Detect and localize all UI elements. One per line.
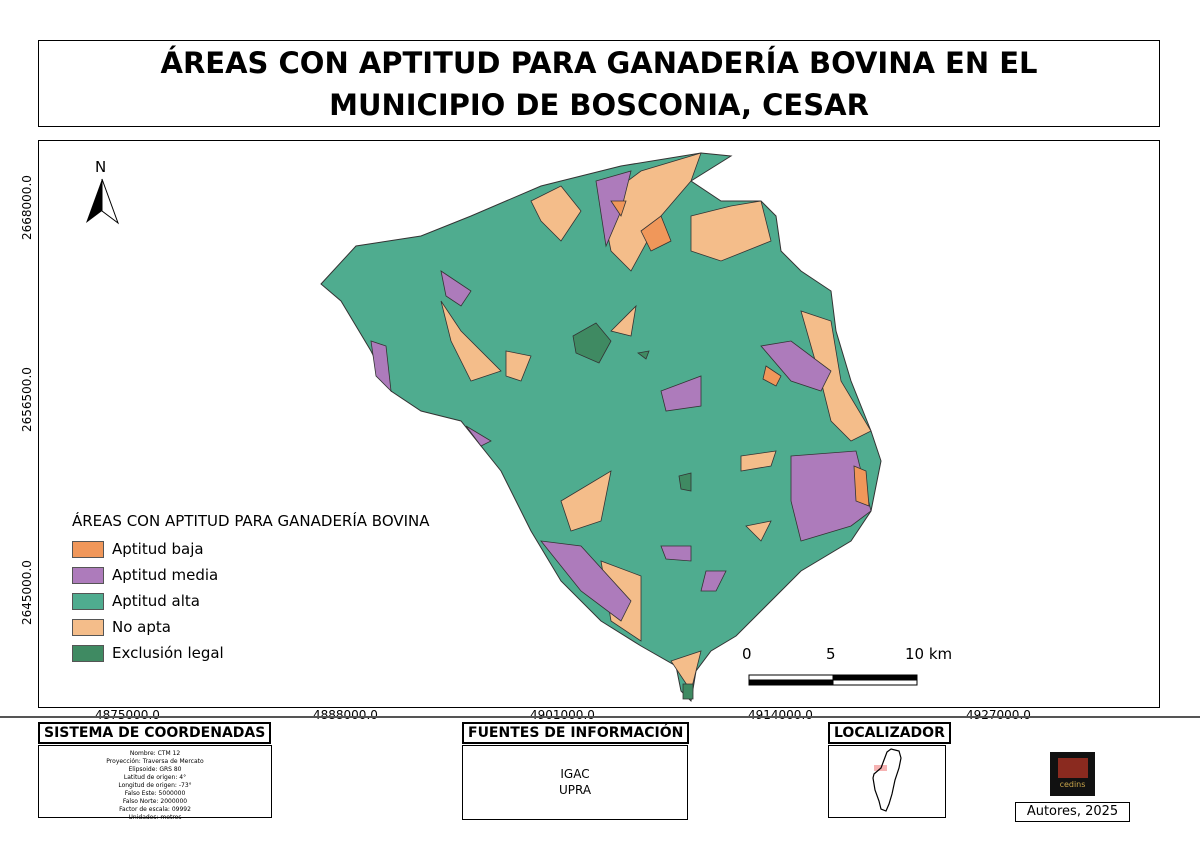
map-frame (38, 140, 1160, 708)
y-tick: 2645000.0 (20, 560, 34, 625)
y-tick: 2656500.0 (20, 367, 34, 432)
coord-line: Factor de escala: 09992 (119, 806, 191, 813)
scale-bar (748, 674, 918, 686)
coord-line: Proyección: Traversa de Mercato (106, 758, 204, 765)
locator-map (828, 745, 946, 818)
coord-line: Falso Norte: 2000000 (122, 798, 188, 805)
cesar-outline (872, 748, 902, 812)
aptitud-media-areas (370, 170, 872, 622)
coord-line: Falso Este: 5000000 (124, 790, 186, 797)
sources-box: IGAC UPRA (462, 745, 688, 820)
x-tick: 4888000.0 (313, 708, 378, 722)
legend-swatch (72, 566, 104, 584)
municipality-map (86, 152, 918, 703)
aptitud-baja-areas (610, 200, 870, 507)
x-tick: 4901000.0 (530, 708, 595, 722)
logo-mark (1058, 758, 1088, 778)
coord-line: Elipsoide: GRS 80 (128, 766, 182, 773)
legend-swatch (72, 540, 104, 558)
authors-label: Autores, 2025 (1015, 802, 1130, 822)
legend-item: Exclusión legal (72, 640, 430, 666)
legend-item: No apta (72, 614, 430, 640)
locator-header: LOCALIZADOR (828, 722, 951, 744)
coord-system-box: Nombre: CTM 12 Proyección: Traversa de M… (38, 745, 272, 821)
coord-line: Nombre: CTM 12 (129, 750, 181, 757)
legend-label: Aptitud alta (112, 592, 200, 610)
source-line: IGAC (560, 767, 590, 781)
legend-swatch (72, 618, 104, 636)
scale-label-0: 0 (742, 645, 752, 663)
legend-swatch (72, 644, 104, 662)
legend-swatch (72, 592, 104, 610)
map-title: ÁREAS CON APTITUD PARA GANADERÍA BOVINA … (38, 40, 1160, 127)
north-arrow-icon (86, 178, 120, 225)
y-tick: 2668000.0 (20, 175, 34, 240)
legend-item: Aptitud media (72, 562, 430, 588)
x-tick: 4875000.0 (95, 708, 160, 722)
legend-title: ÁREAS CON APTITUD PARA GANADERÍA BOVINA (72, 512, 430, 530)
divider (0, 716, 1200, 718)
sources-header: FUENTES DE INFORMACIÓN (462, 722, 690, 744)
north-label: N (95, 158, 107, 176)
legend-label: Aptitud baja (112, 540, 204, 558)
legend-label: Aptitud media (112, 566, 219, 584)
x-tick: 4927000.0 (966, 708, 1031, 722)
scale-label-10: 10 km (905, 645, 953, 663)
legend-label: Exclusión legal (112, 644, 224, 662)
cedins-logo: cedins (1050, 752, 1095, 796)
legend-item: Aptitud baja (72, 536, 430, 562)
coord-system-header: SISTEMA DE COORDENADAS (38, 722, 272, 744)
scale-label-5: 5 (826, 645, 836, 663)
coord-line: Longitud de origen: -73° (118, 782, 192, 789)
source-line: UPRA (558, 783, 592, 797)
coord-line: Unidades: metros (128, 814, 182, 821)
exclusion-legal-areas (572, 322, 694, 700)
legend-label: No apta (112, 618, 171, 636)
coord-line: Latitud de origen: 4° (123, 774, 187, 781)
legend: ÁREAS CON APTITUD PARA GANADERÍA BOVINA … (72, 512, 430, 666)
legend-item: Aptitud alta (72, 588, 430, 614)
logo-text: cedins (1059, 780, 1086, 789)
x-tick: 4914000.0 (748, 708, 813, 722)
